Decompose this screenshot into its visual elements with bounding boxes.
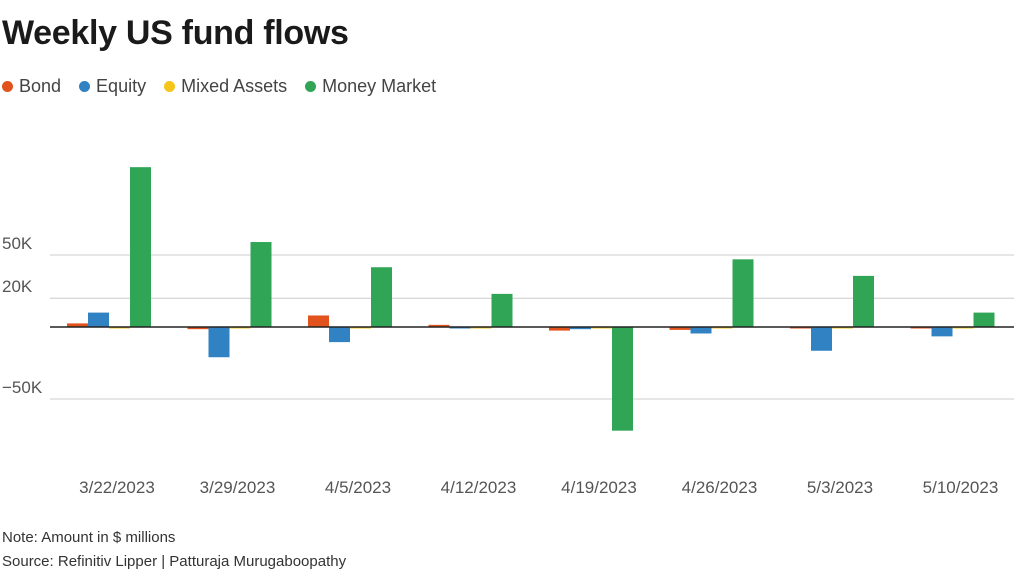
- x-tick-label: 3/22/2023: [79, 478, 155, 497]
- bar-money-market: [491, 293, 513, 327]
- bar-money-market: [612, 327, 633, 431]
- legend-item-equity: Equity: [79, 76, 146, 97]
- legend-item-bond: Bond: [2, 76, 61, 97]
- legend-item-mixed-assets: Mixed Assets: [164, 76, 287, 97]
- legend-label-bond: Bond: [19, 76, 62, 96]
- bar-bond: [669, 327, 691, 330]
- bar-equity: [570, 327, 591, 330]
- legend-swatch-bond: [2, 81, 13, 92]
- source-text: Source: Refinitiv Lipper | Patturaja Mur…: [2, 553, 347, 570]
- bar-money-market: [250, 242, 272, 327]
- bar-money-market: [853, 275, 874, 327]
- bar-equity: [329, 327, 350, 343]
- bar-equity: [690, 327, 712, 334]
- x-tick-label: 4/26/2023: [682, 478, 758, 497]
- x-tick-label: 4/5/2023: [325, 478, 391, 497]
- note-text: Note: Amount in $ millions: [2, 529, 176, 546]
- legend-item-money-market: Money Market: [305, 76, 436, 97]
- y-tick-label: 20K: [2, 277, 33, 296]
- bar-money-market: [371, 267, 392, 327]
- legend-swatch-money-market: [305, 81, 317, 92]
- bar-equity: [811, 327, 832, 351]
- x-tick-label: 5/10/2023: [923, 478, 999, 497]
- legend-label-mixed-assets: Mixed Assets: [181, 76, 288, 96]
- legend-swatch-mixed-assets: [164, 81, 176, 92]
- legend-label-equity: Equity: [96, 76, 147, 96]
- bar-money-market: [130, 167, 151, 327]
- bar-money-market: [973, 312, 995, 327]
- legend: Bond Equity Mixed Assets Money Market: [2, 76, 436, 97]
- y-tick-label: 50K: [2, 234, 33, 253]
- y-tick-label: −50K: [2, 378, 43, 397]
- bar-equity: [208, 327, 230, 358]
- legend-label-money-market: Money Market: [322, 76, 437, 96]
- x-tick-label: 5/3/2023: [807, 478, 873, 497]
- x-tick-label: 3/29/2023: [200, 478, 276, 497]
- x-tick-label: 4/12/2023: [441, 478, 517, 497]
- bar-equity: [931, 327, 953, 337]
- chart-title: Weekly US fund flows: [2, 14, 349, 52]
- bar-bond: [308, 315, 329, 327]
- bar-bond: [67, 323, 88, 327]
- bar-bond: [428, 324, 450, 327]
- bar-bond: [549, 327, 570, 331]
- bar-equity: [88, 312, 109, 327]
- bar-bond: [187, 327, 209, 330]
- bar-money-market: [732, 259, 754, 327]
- legend-swatch-equity: [79, 81, 91, 92]
- x-tick-label: 4/19/2023: [561, 478, 637, 497]
